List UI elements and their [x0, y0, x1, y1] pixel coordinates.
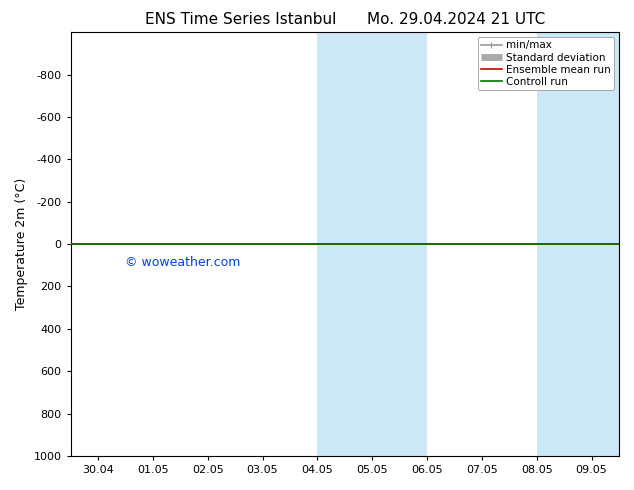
Bar: [372, 32, 427, 456]
Bar: [537, 32, 592, 456]
Text: ENS Time Series Istanbul: ENS Time Series Istanbul: [145, 12, 337, 27]
Text: Mo. 29.04.2024 21 UTC: Mo. 29.04.2024 21 UTC: [367, 12, 546, 27]
Y-axis label: Temperature 2m (°C): Temperature 2m (°C): [15, 178, 28, 310]
Bar: [592, 32, 619, 456]
Legend: min/max, Standard deviation, Ensemble mean run, Controll run: min/max, Standard deviation, Ensemble me…: [478, 37, 614, 90]
Bar: [318, 32, 372, 456]
Text: © woweather.com: © woweather.com: [126, 256, 241, 269]
